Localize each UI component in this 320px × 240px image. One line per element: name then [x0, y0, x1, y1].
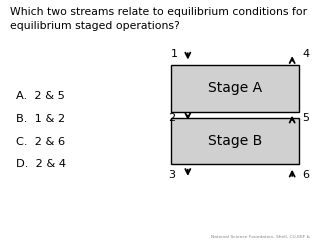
Text: Which two streams relate to equilibrium conditions for
equilibrium staged operat: Which two streams relate to equilibrium … [10, 7, 307, 31]
Text: 6: 6 [302, 170, 309, 180]
Text: D.  2 & 4: D. 2 & 4 [16, 159, 66, 169]
Text: National Science Foundation, Shell, CU-EEF &: National Science Foundation, Shell, CU-E… [212, 235, 310, 239]
Text: 5: 5 [302, 113, 309, 123]
Bar [171, 118, 299, 164]
Text: Stage A: Stage A [208, 81, 262, 95]
Text: C.  2 & 6: C. 2 & 6 [16, 137, 65, 147]
Text: A.  2 & 5: A. 2 & 5 [16, 91, 65, 101]
Text: B.  1 & 2: B. 1 & 2 [16, 114, 65, 124]
Text: Stage B: Stage B [208, 134, 262, 148]
Text: 4: 4 [302, 49, 309, 59]
Bar [171, 65, 299, 112]
Text: 2: 2 [168, 113, 175, 123]
Text: 1: 1 [171, 49, 178, 59]
Text: 3: 3 [168, 170, 175, 180]
